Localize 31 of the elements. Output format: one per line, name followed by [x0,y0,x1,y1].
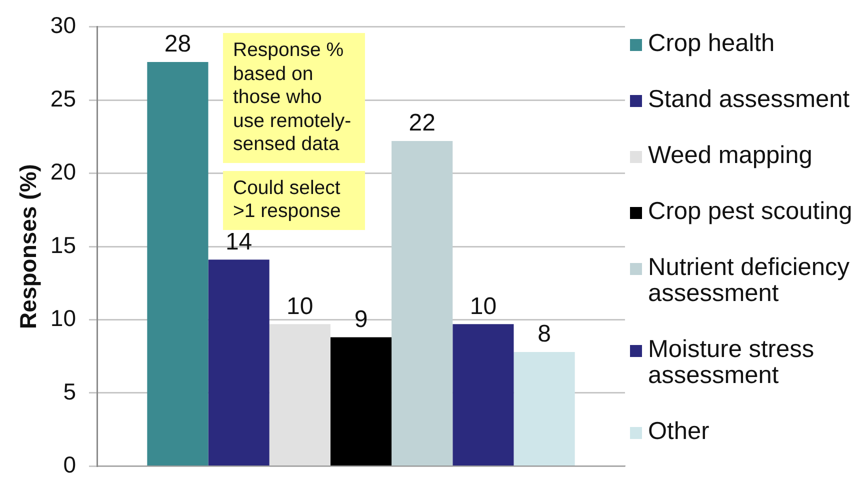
y-tick-label: 30 [50,12,76,38]
annotation: Could select >1 response [223,170,365,230]
bar [330,337,392,466]
data-label: 10 [470,292,497,320]
y-tick-label: 15 [50,232,76,258]
y-tick-label: 5 [63,378,76,404]
data-label: 9 [354,306,368,333]
bar [208,260,270,466]
legend-label: Other [648,418,710,445]
data-label: 28 [164,30,192,58]
data-label: 14 [225,228,252,256]
y-tick-label: 25 [50,85,76,112]
bar [514,352,575,466]
data-label: 8 [538,320,551,348]
data-label: 22 [408,110,436,137]
y-axis-title: Responses (%) [15,164,42,329]
bar [452,324,514,466]
bar [269,324,330,466]
legend-label: Crop pest scouting [648,198,852,225]
data-label: 10 [286,292,314,320]
y-tick-label: 10 [50,305,76,332]
legend-label: Stand assessment [648,86,850,113]
y-tick-label: 20 [50,158,76,185]
annotation: Response % based on those who use remotely-sensed data [223,33,365,162]
legend-label: Crop health [648,30,775,57]
legend-label: Nutrient deficiency assessment [648,254,851,307]
legend-label: Weed mapping [648,142,812,169]
y-tick-label: 0 [63,452,76,478]
bar [392,141,453,466]
legend-label: Moisture stress assessment [648,336,816,389]
bar [147,62,208,466]
